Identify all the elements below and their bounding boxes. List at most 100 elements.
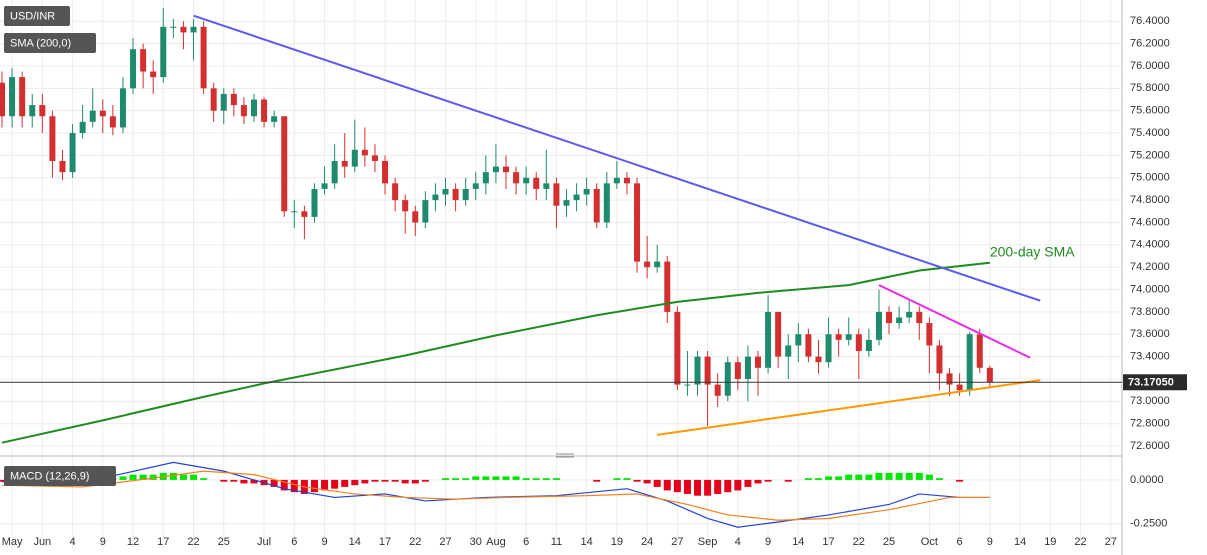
x-tick-label: Jul xyxy=(257,536,271,548)
candle-body xyxy=(190,26,197,33)
candle-body xyxy=(49,116,56,161)
candle-body xyxy=(140,49,147,72)
legend: USD/INR SMA (200,0) MACD (12,26,9) xyxy=(4,6,116,486)
histogram-bar xyxy=(401,479,409,484)
candle-body xyxy=(513,172,520,184)
histogram-bar xyxy=(915,472,923,480)
candle-body xyxy=(69,133,76,173)
candle-body xyxy=(432,194,439,201)
x-tick-label: 17 xyxy=(379,536,391,548)
candle-body xyxy=(402,200,409,212)
histogram-bar xyxy=(129,474,137,480)
candle-body xyxy=(563,200,570,206)
y-tick-label: 75.4000 xyxy=(1130,127,1170,139)
histogram-bar xyxy=(855,474,863,480)
current-price-box xyxy=(1123,374,1187,391)
candle-body xyxy=(291,211,298,213)
candle-body xyxy=(29,105,36,117)
histogram-bar xyxy=(804,478,812,480)
candle-body xyxy=(462,188,469,201)
histogram-bar xyxy=(341,479,349,487)
x-tick-label: 9 xyxy=(321,536,327,548)
candle-body xyxy=(160,26,167,78)
histogram-bar xyxy=(653,479,661,487)
grid xyxy=(0,0,1122,548)
histogram-bar xyxy=(442,478,450,480)
y-tick-label: 73.6000 xyxy=(1130,328,1170,340)
histogram-bar xyxy=(623,478,631,480)
histogram-bar xyxy=(935,478,943,480)
x-tick-label: 22 xyxy=(1074,536,1086,548)
candle-body xyxy=(361,149,368,156)
x-tick-label: 6 xyxy=(291,536,297,548)
x-tick-label: 12 xyxy=(127,536,139,548)
histogram-bar xyxy=(683,479,691,494)
candle-body xyxy=(392,183,399,201)
histogram-bar xyxy=(482,476,490,480)
candle-body xyxy=(472,183,479,189)
candle-body xyxy=(593,188,600,223)
histogram-bar xyxy=(593,479,601,482)
candle-body xyxy=(775,311,782,357)
candle-body xyxy=(109,116,116,128)
histogram-bar xyxy=(714,479,722,494)
y-tick-label: -0.2500 xyxy=(1130,518,1167,530)
histogram-bar xyxy=(734,479,742,491)
x-tick-label: 24 xyxy=(641,536,653,548)
x-tick-label: 14 xyxy=(581,536,593,548)
y-tick-label: 75.0000 xyxy=(1130,172,1170,184)
trendline xyxy=(878,284,1031,359)
histogram-bar xyxy=(200,478,208,480)
x-tick-label: 22 xyxy=(853,536,865,548)
y-tick-label: 72.8000 xyxy=(1130,418,1170,430)
candle-body xyxy=(886,311,893,324)
histogram-bar xyxy=(240,479,248,484)
histogram-bar xyxy=(744,479,752,487)
y-tick-label: 74.0000 xyxy=(1130,283,1170,295)
candle-body xyxy=(0,82,5,117)
histogram-bar xyxy=(814,478,822,480)
histogram-bar xyxy=(492,476,500,480)
x-tick-label: Jun xyxy=(33,536,51,548)
y-tick-label: 76.4000 xyxy=(1130,15,1170,27)
histogram-bar xyxy=(956,479,964,482)
candle-body xyxy=(654,261,661,268)
histogram-bar xyxy=(522,478,530,480)
candle-body xyxy=(644,261,651,268)
histogram-bar xyxy=(411,479,419,484)
candle-body xyxy=(210,88,217,111)
candle-body xyxy=(835,334,842,340)
histogram-bar xyxy=(825,476,833,480)
candle-body xyxy=(684,384,691,386)
candle-body xyxy=(714,384,721,396)
x-tick-label: 9 xyxy=(987,536,993,548)
candle-body xyxy=(865,339,872,352)
candle-body xyxy=(492,166,499,173)
histogram-bar xyxy=(381,479,389,482)
axes: 72.600072.800073.000073.200073.400073.60… xyxy=(0,0,1170,555)
histogram-bar xyxy=(421,479,429,482)
histogram-bar xyxy=(673,479,681,493)
candle-body xyxy=(150,71,157,78)
histogram-bar xyxy=(179,474,187,480)
candle-body xyxy=(503,166,509,173)
y-tick-label: 74.6000 xyxy=(1130,216,1170,228)
histogram-bar xyxy=(704,479,712,496)
candle-body xyxy=(845,334,852,340)
histogram-bar xyxy=(663,479,671,491)
legend-sma: SMA (200,0) xyxy=(10,37,71,49)
legend-box xyxy=(4,6,70,26)
candle-body xyxy=(795,334,802,346)
histogram-bar xyxy=(169,472,177,480)
candle-body xyxy=(573,194,580,201)
candle-body xyxy=(351,149,358,167)
histogram-bar xyxy=(694,479,702,496)
macd-line xyxy=(1,461,990,528)
candle-body xyxy=(382,160,389,184)
x-tick-label: 27 xyxy=(439,536,451,548)
histogram-bar xyxy=(0,479,6,482)
x-tick-label: 30 xyxy=(470,536,482,548)
y-tick-label: 76.2000 xyxy=(1130,38,1170,50)
candle-body xyxy=(875,311,882,340)
